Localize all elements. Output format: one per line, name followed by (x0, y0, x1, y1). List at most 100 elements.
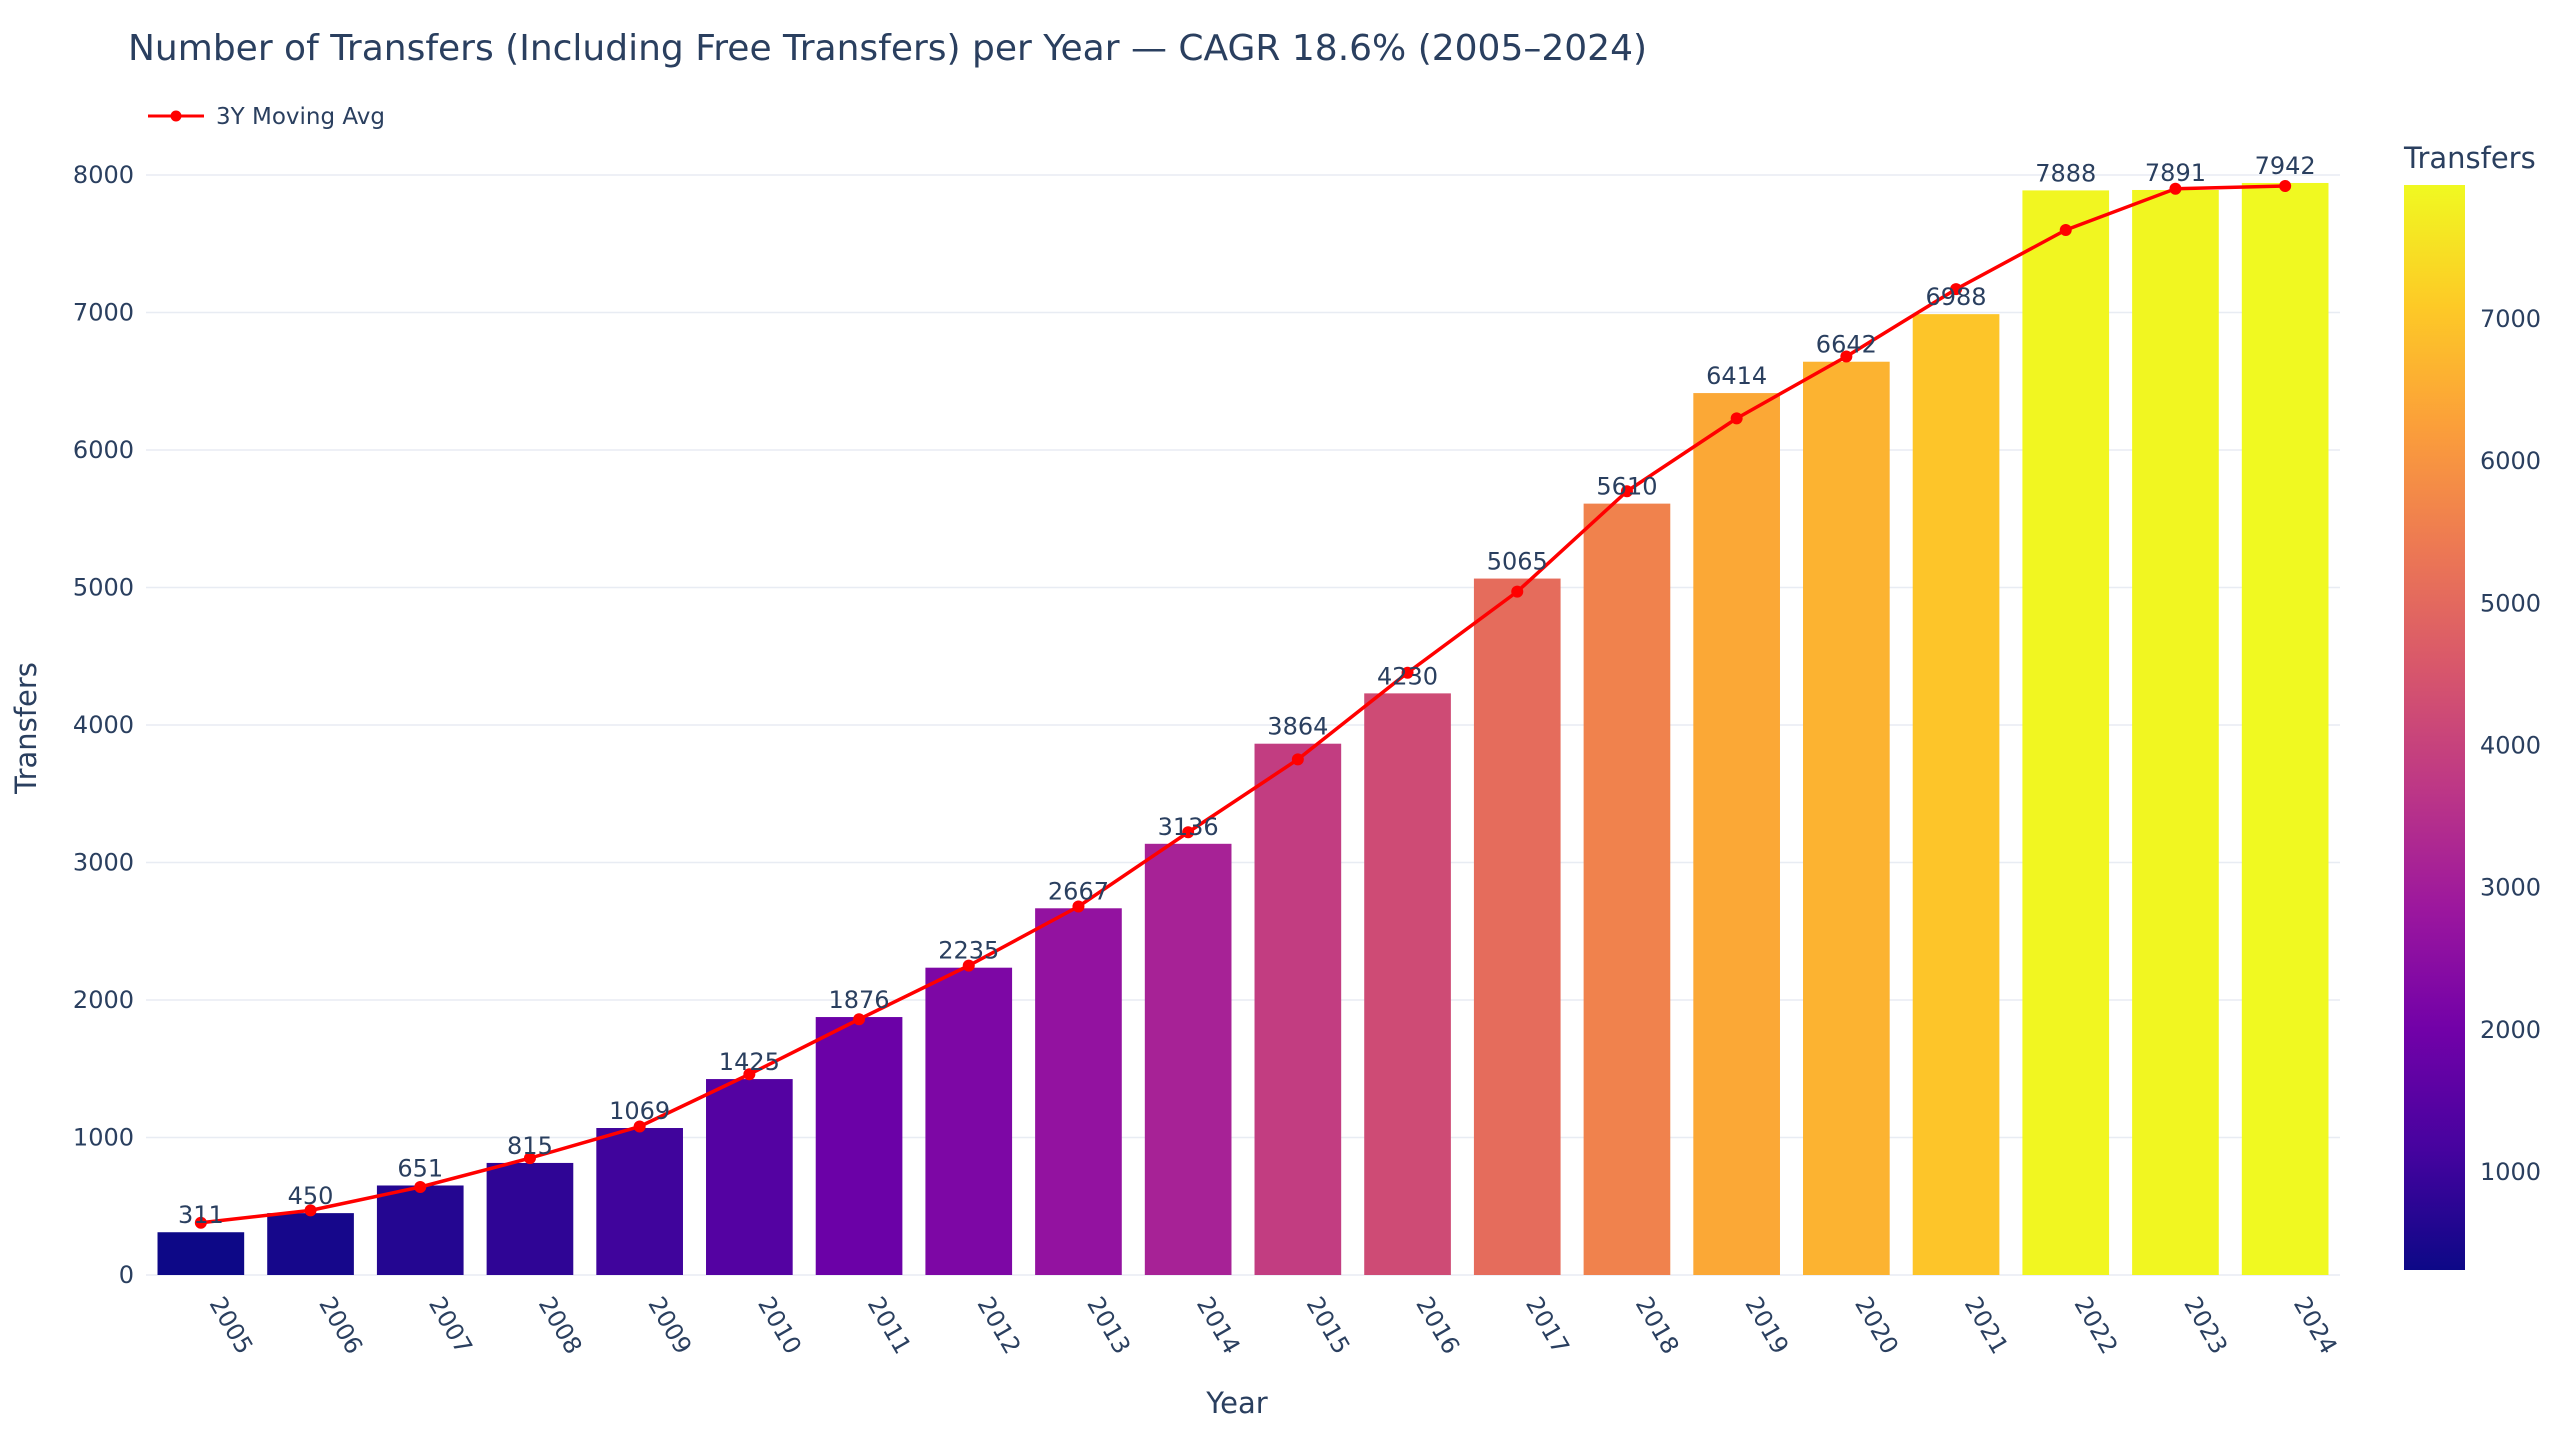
y-tick-label-4000: 4000 (73, 711, 134, 739)
x-tick-label-2013: 2013 (1081, 1292, 1136, 1359)
bar-value-label-2009: 1069 (609, 1097, 670, 1125)
bar-value-label-2015: 3864 (1267, 713, 1328, 741)
colorbar-tick-5000: 5000 (2480, 589, 2541, 617)
bar-2020 (1803, 361, 1890, 1276)
moving-avg-point-2007 (414, 1181, 427, 1193)
bar-value-label-2023: 7891 (2145, 159, 2206, 187)
x-tick-label-2022: 2022 (2069, 1292, 2124, 1359)
x-axis-title: Year (1205, 1386, 1267, 1420)
x-tick-label-2011: 2011 (862, 1292, 917, 1359)
y-tick-label-3000: 3000 (73, 849, 134, 877)
x-tick-label-2017: 2017 (1520, 1292, 1575, 1359)
x-tick-label-2019: 2019 (1739, 1292, 1794, 1359)
bar-value-label-2016: 4230 (1377, 662, 1438, 690)
x-tick-label-2014: 2014 (1191, 1292, 1246, 1359)
bar-value-label-2007: 651 (397, 1154, 443, 1182)
moving-avg-point-2020 (1840, 350, 1853, 363)
y-tick-label-0: 0 (119, 1261, 134, 1289)
x-tick-label-2006: 2006 (313, 1292, 368, 1359)
x-tick-label-2018: 2018 (1630, 1292, 1685, 1359)
colorbar: Transfers 1000 2000 3000 4000 5000 6000 7000 (2403, 141, 2541, 1270)
moving-avg-point-2018 (1620, 485, 1633, 498)
moving-avg-point-2012 (962, 959, 975, 972)
bar-2011 (815, 1017, 903, 1275)
bar-2009 (596, 1128, 683, 1275)
y-tick-label-1000: 1000 (73, 1124, 134, 1152)
bar-value-label-2011: 1876 (829, 986, 890, 1014)
legend[interactable]: 3Y Moving Avg (148, 104, 385, 130)
bar-2021 (1912, 314, 2000, 1275)
x-axis-ticks: 2005 2006 2007 2008 2009 2010 2011 2012 2013 2014… (204, 1292, 2343, 1359)
bar-value-label-2010: 1425 (719, 1048, 780, 1076)
x-tick-label-2023: 2023 (2178, 1292, 2233, 1359)
moving-avg-point-2008 (523, 1152, 536, 1165)
bar-value-label-2013: 2667 (1048, 877, 1109, 905)
moving-avg-point-2019 (1730, 412, 1743, 425)
bar-2023 (2132, 189, 2219, 1275)
bar-value-label-2006: 450 (288, 1182, 334, 1210)
y-tick-label-5000: 5000 (73, 574, 134, 602)
moving-avg-point-2009 (633, 1120, 646, 1133)
y-tick-label-2000: 2000 (73, 986, 134, 1014)
bar-value-label-2020: 6642 (1816, 331, 1877, 359)
colorbar-gradient (2404, 185, 2465, 1270)
moving-avg-point-2005 (194, 1216, 207, 1229)
bar-labels: 311 450 651 815 1069 1425 1876 2235 2667 3136 3864… (178, 152, 2316, 1229)
bar-2010 (706, 1079, 793, 1275)
bar-2008 (486, 1162, 574, 1275)
bar-2017 (1473, 578, 1561, 1275)
bar-2016 (1364, 693, 1451, 1275)
moving-avg-point-2021 (1950, 283, 1963, 296)
bar-2005 (157, 1232, 245, 1275)
x-tick-label-2009: 2009 (642, 1292, 697, 1359)
colorbar-tick-4000: 4000 (2480, 731, 2541, 759)
moving-avg-point-2011 (853, 1013, 866, 1026)
x-tick-label-2020: 2020 (1849, 1292, 1904, 1359)
moving-avg-point-2023 (2169, 182, 2182, 195)
moving-avg-point-2024 (2279, 180, 2292, 192)
bar-2006 (267, 1213, 354, 1275)
bar-value-label-2022: 7888 (2035, 159, 2096, 187)
x-tick-label-2005: 2005 (204, 1292, 259, 1359)
colorbar-tick-3000: 3000 (2480, 874, 2541, 902)
x-tick-label-2015: 2015 (1301, 1292, 1356, 1359)
moving-avg-point-2015 (1291, 753, 1304, 766)
bar-2019 (1693, 393, 1780, 1275)
x-tick-label-2010: 2010 (752, 1292, 807, 1359)
bar-value-label-2021: 6988 (1926, 283, 1987, 311)
bar-value-label-2018: 5610 (1596, 473, 1657, 501)
y-axis-ticks: 0 1000 2000 3000 4000 5000 6000 7000 8000 (73, 161, 134, 1289)
x-tick-label-2021: 2021 (1959, 1292, 2014, 1359)
y-tick-label-8000: 8000 (73, 161, 134, 189)
moving-avg-point-2016 (1401, 666, 1414, 679)
bar-2018 (1583, 503, 1671, 1275)
bar-2024 (2241, 182, 2329, 1276)
moving-avg-point-2022 (2059, 224, 2072, 236)
bars (157, 182, 2329, 1276)
bar-value-label-2019: 6414 (1706, 362, 1767, 390)
bar-2012 (925, 967, 1013, 1275)
legend-entry-moving-avg: 3Y Moving Avg (216, 104, 385, 130)
legend-marker-swatch (170, 110, 182, 122)
bar-2007 (376, 1185, 464, 1275)
colorbar-tick-2000: 2000 (2480, 1016, 2541, 1044)
moving-avg-point-2006 (304, 1204, 317, 1217)
colorbar-ticks: 1000 2000 3000 4000 5000 6000 7000 (2480, 305, 2541, 1186)
bar-value-label-2017: 5065 (1487, 548, 1548, 576)
colorbar-tick-1000: 1000 (2480, 1158, 2541, 1186)
moving-avg-series (194, 180, 2292, 1229)
y-tick-label-6000: 6000 (73, 436, 134, 464)
bar-value-label-2012: 2235 (938, 937, 999, 965)
moving-avg-point-2010 (743, 1068, 756, 1081)
bar-2014 (1144, 843, 1232, 1275)
moving-avg-point-2014 (1182, 826, 1195, 839)
x-tick-label-2007: 2007 (423, 1292, 478, 1359)
x-tick-label-2008: 2008 (533, 1292, 588, 1359)
bar-value-label-2005: 311 (178, 1201, 224, 1229)
x-tick-label-2012: 2012 (972, 1292, 1027, 1359)
x-tick-label-2016: 2016 (1410, 1292, 1465, 1359)
bar-2015 (1254, 743, 1342, 1275)
bar-value-label-2008: 815 (507, 1132, 553, 1160)
colorbar-tick-7000: 7000 (2480, 305, 2541, 333)
chart-title: Number of Transfers (Including Free Tran… (128, 28, 1647, 69)
